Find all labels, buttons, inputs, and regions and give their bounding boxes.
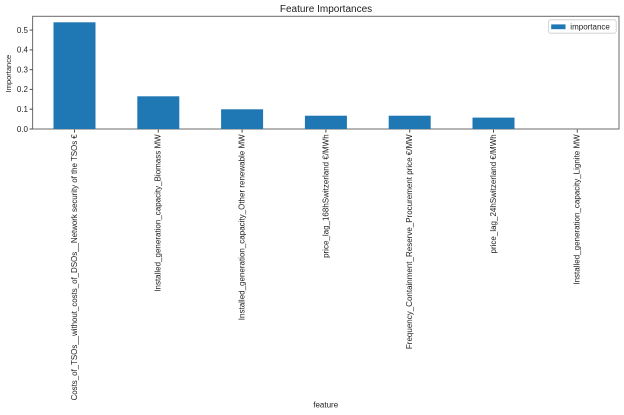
svg-text:0.2: 0.2 [17,85,29,94]
svg-text:0.0: 0.0 [17,125,29,134]
svg-text:Feature Importances: Feature Importances [280,4,372,15]
svg-text:0.1: 0.1 [17,105,29,114]
svg-text:0.3: 0.3 [17,66,29,75]
svg-text:Frequency_Containment_Reserve_: Frequency_Containment_Reserve_Procuremen… [405,134,414,349]
svg-text:price_lag_24hSwitzerland €/MWh: price_lag_24hSwitzerland €/MWh [489,134,498,253]
svg-text:Importance: Importance [4,55,13,93]
svg-text:Installed_generation_capacity_: Installed_generation_capacity_Lignite MW [573,134,582,285]
svg-text:Installed_generation_capacity_: Installed_generation_capacity_Other rene… [238,134,247,320]
svg-text:feature: feature [313,401,338,410]
svg-text:importance: importance [570,23,610,32]
svg-text:0.5: 0.5 [17,26,29,35]
svg-text:0.4: 0.4 [17,46,29,55]
svg-text:Costs_of_TSOs__without_costs_o: Costs_of_TSOs__without_costs_of_DSOs__Ne… [70,134,79,401]
svg-text:price_lag_168hSwitzerland €/MW: price_lag_168hSwitzerland €/MWh [321,134,330,258]
svg-text:Installed_generation_capacity_: Installed_generation_capacity_Biomass MW [154,134,163,292]
